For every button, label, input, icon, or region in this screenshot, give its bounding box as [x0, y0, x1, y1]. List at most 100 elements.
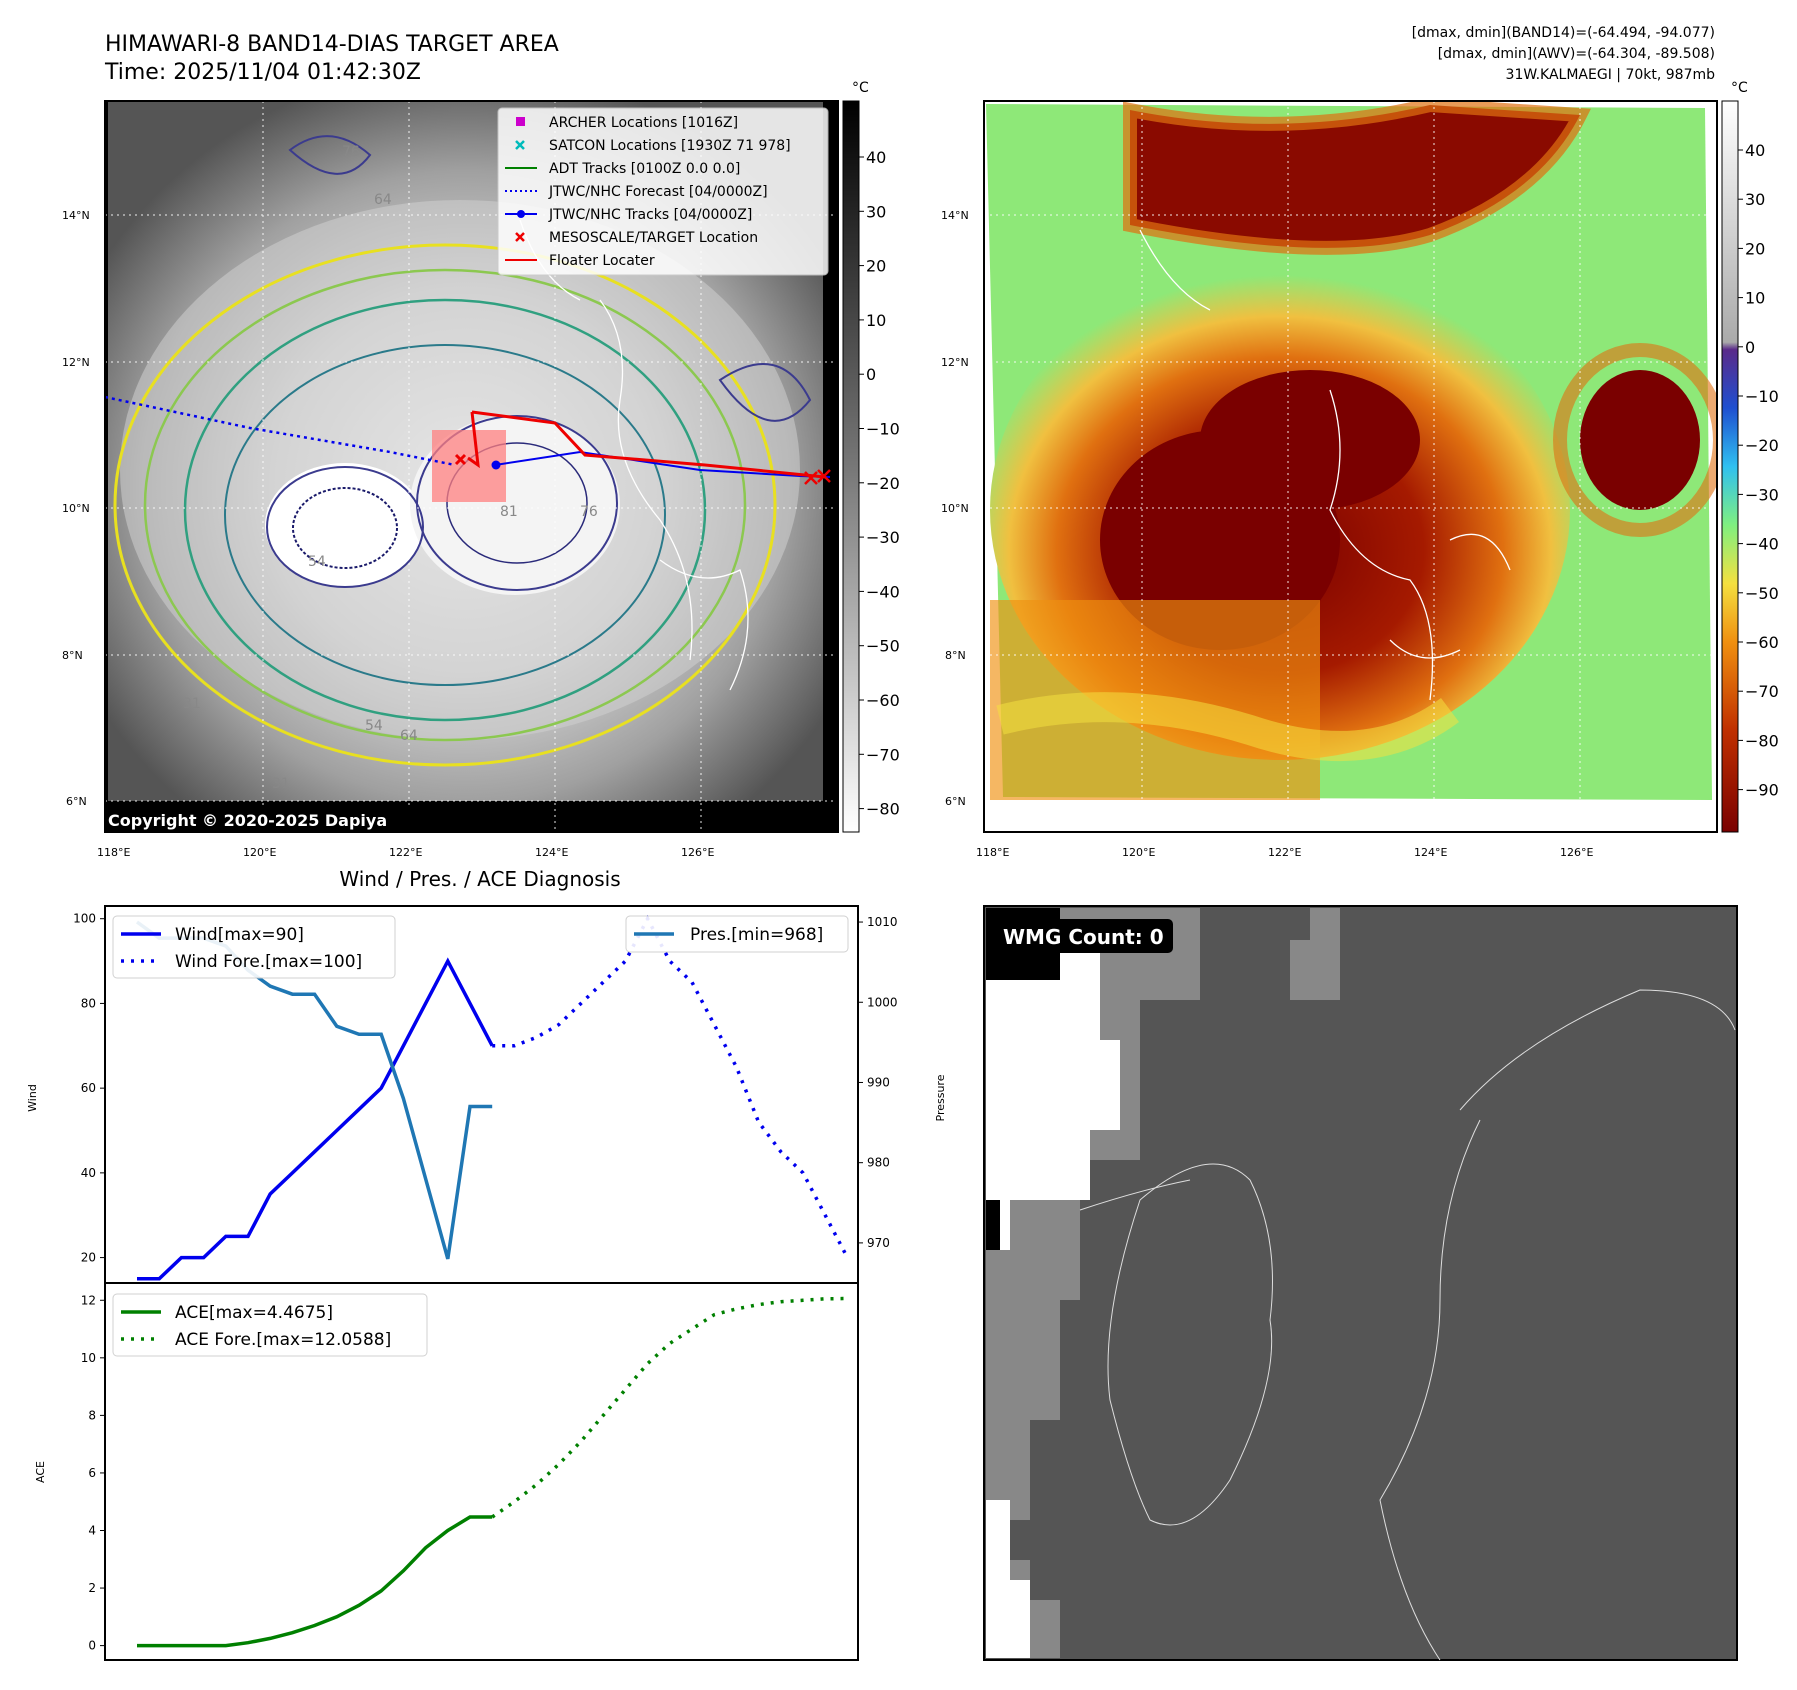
lat-label: 14°N — [62, 209, 90, 222]
contour-label: 54 — [365, 718, 383, 734]
y-tick-label: 0 — [88, 1639, 96, 1653]
colorbar-tick: 20 — [866, 257, 886, 276]
y-tick-label: 10 — [81, 1351, 96, 1365]
colorbar-tick: 0 — [1745, 338, 1755, 357]
contour-label: 76 — [342, 144, 360, 160]
lon-label: 126°E — [1560, 846, 1593, 859]
y-tick-label-right: 970 — [867, 1236, 890, 1250]
y-tick-label: 80 — [81, 996, 96, 1010]
legend-label: Floater Locater — [549, 253, 655, 269]
y-tick-label: 60 — [81, 1081, 96, 1095]
colorbar-unit: °C — [1731, 80, 1748, 96]
legend-label: Wind[max=90] — [175, 925, 304, 945]
colorbar-tick: −50 — [1745, 584, 1779, 603]
lat-label: 12°N — [62, 356, 90, 369]
chart-legend: ACE[max=4.4675] ACE Fore.[max=12.0588] — [112, 1293, 428, 1357]
y-axis-label: Wind — [26, 1084, 39, 1112]
storm-info: 31W.KALMAEGI | 70kt, 987mb — [1506, 67, 1716, 83]
legend-label: ACE Fore.[max=12.0588] — [175, 1330, 391, 1350]
lat-label: 8°N — [62, 649, 83, 662]
y-tick-label: 6 — [88, 1466, 96, 1480]
colorbar-tick: −90 — [1745, 781, 1779, 800]
contour-label: 76 — [580, 504, 598, 520]
lat-label: 10°N — [941, 502, 969, 515]
contour-label: 54 — [308, 554, 326, 570]
y-tick-label-right: 1010 — [867, 915, 898, 929]
awv-panel: [dmax, dmin](BAND14)=(-64.494, -94.077) … — [941, 25, 1779, 859]
lat-label: 8°N — [945, 649, 966, 662]
lon-label: 122°E — [389, 846, 422, 859]
colorbar-tick: −60 — [866, 691, 900, 710]
map-axis-labels: 14°N 12°N 10°N 8°N 6°N 118°E 120°E 122°E… — [941, 209, 1593, 859]
colorbar-tick: −40 — [1745, 535, 1779, 554]
legend-marker — [515, 140, 525, 150]
series-line — [137, 1515, 493, 1648]
lat-label: 12°N — [941, 356, 969, 369]
ir-satellite-panel: HIMAWARI-8 BAND14-DIAS TARGET AREA Time:… — [62, 32, 900, 859]
legend-label: ARCHER Locations [1016Z] — [549, 115, 738, 131]
wmg-count-badge — [995, 919, 1173, 953]
lon-label: 122°E — [1268, 846, 1301, 859]
contour-label: 64 — [400, 728, 418, 744]
panel-time: Time: 2025/11/04 01:42:30Z — [104, 60, 421, 85]
y-tick-label: 40 — [81, 1166, 96, 1180]
chart-legend-right: Pres.[min=968] — [625, 915, 849, 953]
legend-label: SATCON Locations [1930Z 71 978] — [549, 138, 791, 154]
colorbar-tick: 30 — [1745, 190, 1765, 209]
lon-label: 120°E — [243, 846, 276, 859]
colorbar-tick: −10 — [866, 420, 900, 439]
lat-label: 6°N — [945, 795, 966, 808]
panel-title: HIMAWARI-8 BAND14-DIAS TARGET AREA — [105, 32, 559, 57]
colorbar-tick: −70 — [866, 745, 900, 764]
colorbar-tick: −70 — [1745, 682, 1779, 701]
colorbar-tick: 40 — [1745, 141, 1765, 160]
y-tick-label: 8 — [88, 1408, 96, 1422]
legend-label: ADT Tracks [0100Z 0.0 0.0] — [549, 161, 740, 177]
colorbar-tick: −60 — [1745, 633, 1779, 652]
copyright-label: Copyright © 2020-2025 Dapiya — [105, 806, 415, 832]
diagnosis-chart: Wind / Pres. / ACE Diagnosis Wind Pressu… — [26, 867, 947, 1661]
wmg-panel: WMG Count: 0 — [983, 905, 1738, 1661]
map-axis-labels: 14°N 12°N 10°N 8°N 6°N 118°E 120°E 122°E… — [62, 209, 714, 859]
y-tick-label: 20 — [81, 1251, 96, 1265]
lon-label: 124°E — [535, 846, 568, 859]
wmg-count-label: WMG Count: 0 — [1003, 925, 1164, 949]
colorbar-tick: 30 — [866, 202, 886, 221]
dmax-awv: [dmax, dmin](AWV)=(-64.304, -89.508) — [1438, 46, 1715, 62]
awv-colorbar: °C 40 30 20 10 0 −10 −20 −30 −40 −50 −60 −70 −80 −90 — [1721, 80, 1779, 833]
lat-label: 6°N — [66, 795, 87, 808]
contour-label: 81 — [500, 504, 518, 520]
colorbar-tick: −80 — [866, 800, 900, 819]
legend-label: ACE[max=4.4675] — [175, 1303, 333, 1323]
legend-marker — [505, 210, 537, 218]
legend-label: Pres.[min=968] — [690, 925, 823, 945]
colorbar-tick: −20 — [1745, 436, 1779, 455]
colorbar-unit: °C — [852, 80, 869, 96]
lat-label: 14°N — [941, 209, 969, 222]
chart-legend: Wind[max=90] Wind Fore.[max=100] — [112, 915, 396, 979]
contour-label: 64 — [374, 192, 392, 208]
contour-labels: 76 81 76 64 54 64 31 31 54 — [183, 144, 598, 792]
legend-label: JTWC/NHC Forecast [04/0000Z] — [548, 184, 768, 200]
y-tick-label-right: 1000 — [867, 995, 898, 1009]
colorbar-tick: 10 — [1745, 289, 1765, 308]
dmax-band14: [dmax, dmin](BAND14)=(-64.494, -94.077) — [1412, 25, 1715, 41]
legend-label: Wind Fore.[max=100] — [175, 952, 362, 972]
colorbar-tick: −10 — [1745, 387, 1779, 406]
contour-label: 31 — [272, 776, 290, 792]
legend-marker — [516, 117, 525, 126]
y-axis-label: ACE — [34, 1461, 47, 1483]
y-axis-label-right: Pressure — [934, 1074, 947, 1121]
lon-label: 124°E — [1414, 846, 1447, 859]
y-tick-label: 2 — [88, 1581, 96, 1595]
lon-label: 118°E — [97, 846, 130, 859]
colorbar-tick: −30 — [866, 528, 900, 547]
y-tick-label: 4 — [88, 1523, 96, 1537]
chart-title: Wind / Pres. / ACE Diagnosis — [339, 867, 620, 891]
colorbar-tick: 40 — [866, 148, 886, 167]
legend-label: MESOSCALE/TARGET Location — [549, 230, 758, 246]
awv-image — [984, 101, 1717, 832]
contour-label: 31 — [183, 696, 201, 712]
colorbar-tick: −80 — [1745, 731, 1779, 750]
series-line — [137, 957, 494, 1281]
